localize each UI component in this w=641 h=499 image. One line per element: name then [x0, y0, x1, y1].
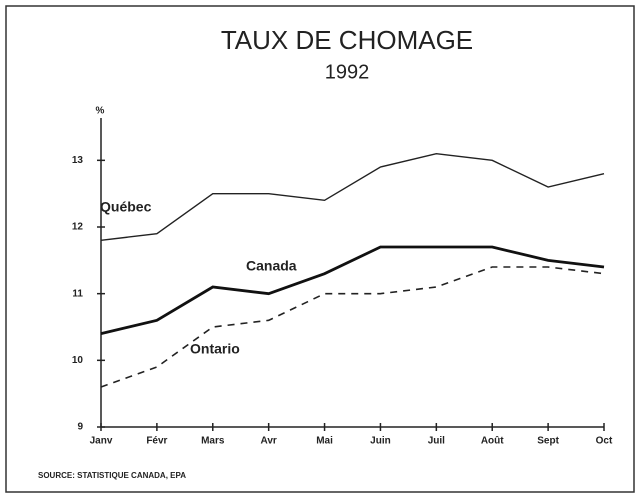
series-label: Canada [246, 258, 297, 274]
y-tick-label: 13 [72, 155, 84, 166]
x-tick-label: Août [481, 436, 504, 447]
x-tick-label: Janv [90, 436, 113, 447]
series-label: Ontario [190, 341, 240, 357]
series-line [100, 245, 605, 336]
y-axis-label: % [96, 106, 105, 117]
x-tick-label: Juil [428, 436, 445, 447]
series-line [100, 266, 605, 388]
x-tick-label: Sept [537, 436, 559, 447]
x-tick-label: Juin [370, 436, 391, 447]
series-line [100, 152, 605, 242]
x-tick-label: Févr [146, 436, 167, 447]
x-tick-label: Avr [261, 436, 277, 447]
x-tick-label: Oct [596, 436, 613, 447]
series-label: Québec [100, 199, 152, 215]
y-tick-label: 9 [77, 422, 83, 433]
y-tick-label: 12 [72, 222, 84, 233]
y-tick-label: 10 [72, 355, 84, 366]
y-tick-label: 11 [72, 288, 83, 299]
chart-subtitle: 1992 [325, 61, 370, 83]
x-tick-label: Mars [201, 436, 225, 447]
source-note: SOURCE: STATISTIQUE CANADA, EPA [38, 471, 186, 480]
x-tick-label: Mai [316, 436, 333, 447]
chart-title: TAUX DE CHOMAGE [221, 25, 473, 55]
frame [5, 5, 635, 493]
